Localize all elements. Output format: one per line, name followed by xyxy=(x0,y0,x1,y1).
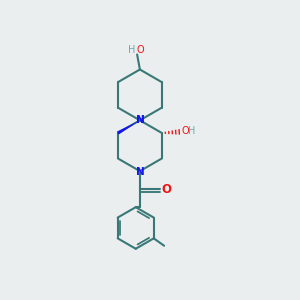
Text: O: O xyxy=(136,45,144,55)
Text: N: N xyxy=(136,115,144,124)
Text: H: H xyxy=(128,45,136,55)
Text: H: H xyxy=(188,126,195,136)
Text: N: N xyxy=(136,115,144,124)
Text: O: O xyxy=(182,126,189,136)
Text: O: O xyxy=(161,183,171,196)
Polygon shape xyxy=(117,120,140,134)
Text: N: N xyxy=(136,167,144,177)
